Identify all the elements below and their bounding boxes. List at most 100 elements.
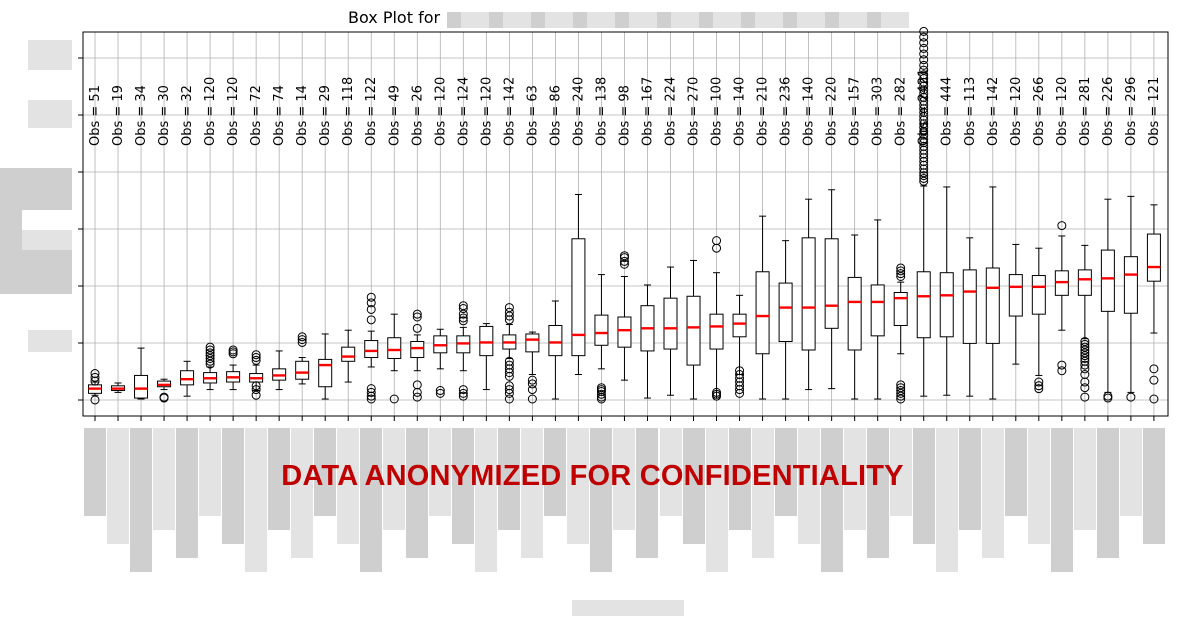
box-12 xyxy=(341,329,356,383)
box-40 xyxy=(985,186,1000,400)
redaction-pixel xyxy=(629,12,643,28)
flier-point xyxy=(1034,381,1044,391)
obs-label: Obs = 281 xyxy=(1078,77,1093,146)
redaction-pixel xyxy=(774,428,797,516)
redaction-pixel xyxy=(489,12,503,28)
iqr-box xyxy=(870,284,885,337)
redaction-pixel xyxy=(28,100,72,128)
flier-point xyxy=(619,251,629,261)
redaction-pixel xyxy=(268,428,291,530)
box-34 xyxy=(847,234,862,400)
flier-point xyxy=(1080,337,1090,347)
obs-label: Obs = 2421 xyxy=(917,69,932,147)
flier-point xyxy=(251,390,261,400)
redaction-pixel xyxy=(1073,428,1096,530)
iqr-box xyxy=(410,341,425,359)
obs-label: Obs = 51 xyxy=(88,85,103,146)
box-33 xyxy=(824,189,839,390)
obs-label: Obs = 120 xyxy=(203,77,218,146)
flier-point xyxy=(297,337,307,347)
flier-point xyxy=(458,388,468,398)
redaction-pixel xyxy=(881,12,895,28)
redaction-pixel xyxy=(503,12,517,28)
flier-point xyxy=(366,387,376,397)
flier-point xyxy=(366,394,376,404)
flier-point xyxy=(919,55,929,65)
flier-point xyxy=(919,49,929,59)
flier-point xyxy=(366,292,376,302)
box-27 xyxy=(686,259,701,400)
redaction-pixel xyxy=(314,428,337,516)
redaction-pixel xyxy=(866,428,889,558)
iqr-box xyxy=(939,272,954,338)
redaction-pixel xyxy=(867,12,881,28)
iqr-box xyxy=(962,269,977,344)
flier-point xyxy=(458,385,468,395)
flier-point xyxy=(90,369,100,379)
redaction-pixel xyxy=(713,12,727,28)
obs-label: Obs = 142 xyxy=(502,77,517,146)
redaction-pixel xyxy=(755,12,769,28)
flier-point xyxy=(504,360,514,370)
redaction-pixel xyxy=(601,12,615,28)
redaction-pixel xyxy=(153,428,176,530)
flier-point xyxy=(205,345,215,355)
redaction-pixel xyxy=(572,600,684,616)
flier-point xyxy=(919,32,929,42)
redaction-pixel xyxy=(825,12,839,28)
box-5 xyxy=(180,360,195,397)
flier-point xyxy=(504,394,514,404)
iqr-box xyxy=(686,295,701,366)
flier-point xyxy=(527,379,537,389)
iqr-box xyxy=(1031,275,1046,315)
iqr-box xyxy=(709,313,724,350)
iqr-box xyxy=(479,325,494,357)
box-1 xyxy=(88,369,102,405)
flier-point xyxy=(504,381,514,391)
box-36 xyxy=(893,263,908,404)
flier-point xyxy=(896,380,906,390)
flier-point xyxy=(251,353,261,363)
flier-point xyxy=(1080,369,1090,379)
flier-point xyxy=(1034,377,1044,387)
redaction-pixel xyxy=(682,428,705,544)
flier-point xyxy=(1034,384,1044,394)
iqr-box xyxy=(824,238,839,329)
redaction-pixel xyxy=(741,12,755,28)
obs-label: Obs = 120 xyxy=(479,77,494,146)
flier-point xyxy=(527,394,537,404)
redaction-pixel xyxy=(475,428,498,572)
iqr-box xyxy=(525,333,540,353)
flier-point xyxy=(389,394,399,404)
box-31 xyxy=(778,240,793,400)
redaction-pixel xyxy=(613,428,636,530)
redaction-pixel xyxy=(912,428,935,544)
obs-label: Obs = 86 xyxy=(548,85,563,146)
obs-label: Obs = 120 xyxy=(226,77,241,146)
obs-label: Obs = 120 xyxy=(1055,77,1070,146)
flier-point xyxy=(90,372,100,382)
box-46 xyxy=(1123,195,1138,402)
box-37 xyxy=(916,26,931,397)
redaction-pixel xyxy=(176,428,199,558)
obs-label: Obs = 121 xyxy=(1147,77,1162,146)
redaction-pixel xyxy=(0,250,72,294)
iqr-box xyxy=(295,360,310,380)
flier-point xyxy=(205,342,215,352)
obs-label: Obs = 29 xyxy=(318,85,333,146)
box-10 xyxy=(295,332,310,385)
box-29 xyxy=(732,294,747,398)
box-20 xyxy=(525,331,540,404)
iqr-box xyxy=(847,276,862,351)
box-2 xyxy=(111,382,126,393)
flier-point xyxy=(504,356,514,366)
obs-label: Obs = 210 xyxy=(756,77,771,146)
obs-label: Obs = 19 xyxy=(111,85,126,146)
iqr-box xyxy=(801,237,816,351)
iqr-box xyxy=(1146,233,1161,282)
redaction-pixel xyxy=(84,428,106,516)
redaction-pixel xyxy=(22,230,72,250)
flier-point xyxy=(159,392,169,402)
box-14 xyxy=(387,313,402,404)
iqr-box xyxy=(778,282,793,343)
